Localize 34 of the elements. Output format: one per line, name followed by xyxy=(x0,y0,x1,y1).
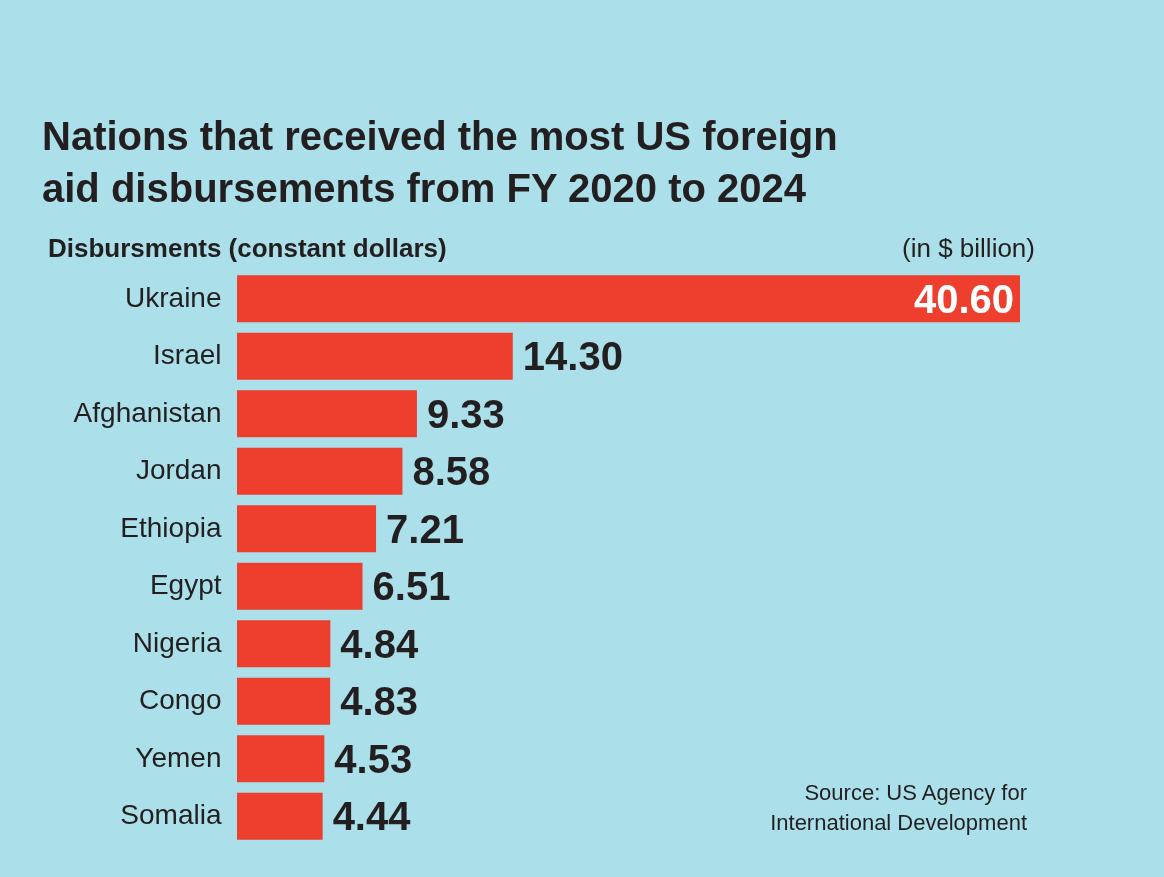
data-label: 6.51 xyxy=(372,564,451,609)
y-tick-label: Somalia xyxy=(120,799,222,831)
y-tick-label: Ethiopia xyxy=(120,511,222,543)
data-label: 4.44 xyxy=(332,794,412,839)
x-axis-title: (in $ billion) xyxy=(902,233,1035,263)
data-label: 40.60 xyxy=(913,276,1014,321)
y-tick-label: Afghanistan xyxy=(73,396,222,428)
bar xyxy=(237,562,363,610)
y-tick-label: Ukraine xyxy=(125,281,222,313)
y-tick-label: Egypt xyxy=(149,569,222,601)
data-label: 4.83 xyxy=(340,679,419,724)
annotation: Source: US Agency for International Development xyxy=(770,780,1027,835)
y-tick-label: Yemen xyxy=(135,741,222,773)
chart-title: Nations that received the most US foreign aid disbursements from FY 2020 to 2024 xyxy=(42,114,838,210)
bar xyxy=(237,390,417,438)
data-label: 4.53 xyxy=(334,736,413,781)
data-label: 7.21 xyxy=(386,506,464,551)
data-label: 14.30 xyxy=(522,334,623,379)
y-tick-label: Nigeria xyxy=(132,626,222,658)
bar xyxy=(237,275,1020,323)
data-label: 8.58 xyxy=(412,449,491,494)
bar xyxy=(237,447,403,495)
y-tick-label: Israel xyxy=(153,339,222,371)
bar xyxy=(237,677,331,725)
bar xyxy=(237,620,331,668)
bar xyxy=(237,792,323,840)
chart-subtitle: Disbursments (constant dollars) xyxy=(48,233,447,263)
data-label: 4.84 xyxy=(340,621,419,666)
bar xyxy=(237,735,325,783)
y-tick-label: Jordan xyxy=(135,454,222,486)
y-tick-label: Congo xyxy=(138,684,222,716)
data-label: 9.33 xyxy=(426,391,505,436)
bar xyxy=(237,332,513,380)
bar xyxy=(237,505,377,553)
